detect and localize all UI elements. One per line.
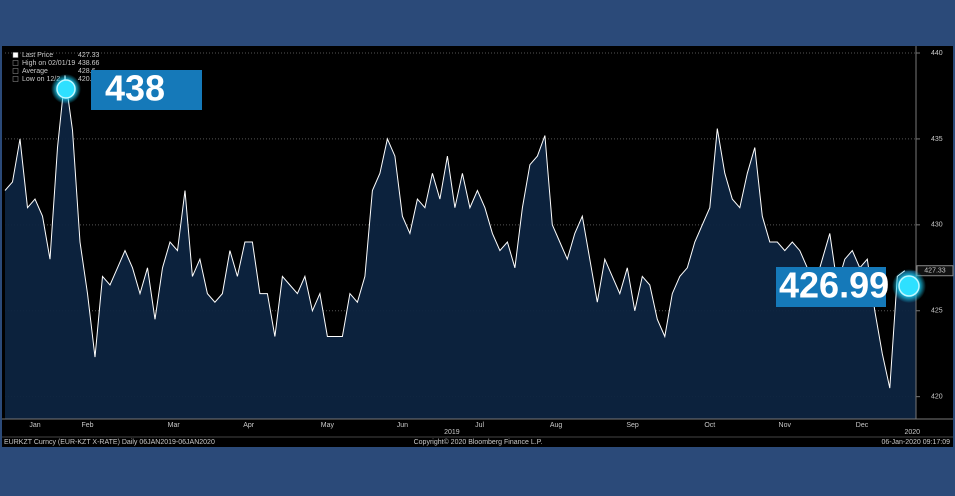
annotation-text: 438	[105, 68, 165, 109]
x-tick-label: Mar	[168, 422, 181, 429]
footer-left: EURKZT Curncy (EUR-KZT X-RATE) Daily 06J…	[4, 439, 215, 446]
year-tick-label: 2019	[444, 429, 460, 436]
x-tick-label: Feb	[81, 422, 93, 429]
last-price-label: 427.33	[924, 268, 946, 275]
legend-value: 438.66	[78, 60, 100, 67]
legend-label: Last Price	[22, 52, 53, 59]
x-tick-label: Dec	[856, 422, 869, 429]
x-tick-label: May	[321, 422, 335, 429]
x-tick-label: Oct	[704, 422, 715, 429]
legend-value: 420.3	[78, 76, 96, 83]
x-tick-label: Jul	[475, 422, 484, 429]
y-tick-label: 425	[931, 308, 943, 315]
annotation-dot-core	[898, 275, 920, 297]
y-tick-label: 440	[931, 50, 943, 57]
x-tick-label: Apr	[243, 422, 255, 429]
legend-swatch	[12, 60, 19, 66]
y-tick-label: 435	[931, 136, 943, 143]
annotation-box	[91, 70, 202, 110]
y-tick-label: 430	[931, 222, 943, 229]
annotation-text: 426.99	[779, 265, 889, 306]
legend-swatch	[12, 76, 19, 82]
legend-swatch	[12, 68, 19, 74]
legend-label: Average	[22, 68, 48, 75]
footer-center: Copyright© 2020 Bloomberg Finance L.P.	[414, 438, 543, 446]
plot-area	[4, 52, 916, 420]
annotation-box	[776, 267, 886, 307]
legend-value: 428.6	[78, 68, 96, 75]
x-tick-label: Jun	[397, 422, 408, 429]
area-fill	[5, 75, 916, 420]
x-tick-label: Jan	[29, 422, 40, 429]
x-tick-label: Sep	[626, 422, 639, 429]
year-tick-label: 2020	[904, 429, 920, 436]
y-tick-label: 420	[931, 394, 943, 401]
last-price-tag	[916, 265, 954, 277]
legend-label: High on 02/01/19	[22, 60, 75, 67]
legend-value: 427.33	[78, 52, 100, 59]
price-line	[4, 75, 906, 389]
footer-right: 06-Jan-2020 09:17:09	[882, 439, 951, 446]
x-tick-label: Nov	[779, 422, 792, 429]
legend-swatch	[12, 52, 19, 58]
legend-label: Low on 12/2	[22, 76, 60, 83]
annotation-dot-core	[56, 79, 76, 99]
x-tick-label: Aug	[550, 422, 563, 429]
